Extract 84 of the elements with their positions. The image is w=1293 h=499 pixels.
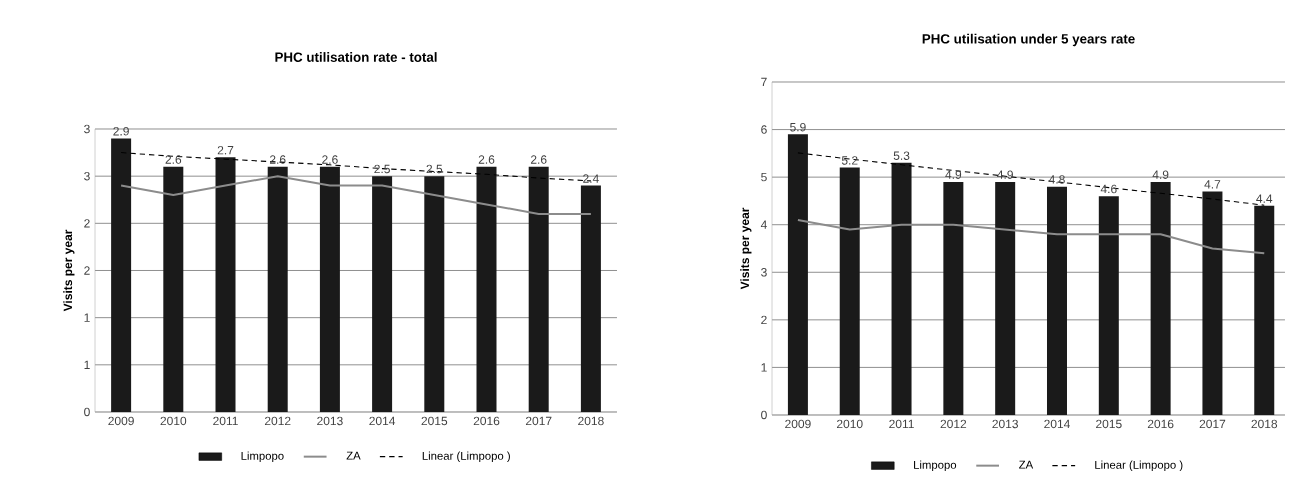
y-tick-label: 2 <box>84 219 90 228</box>
bar <box>1202 191 1223 415</box>
x-tick-label: 2009 <box>785 419 811 429</box>
x-tick-label: 2013 <box>317 416 343 426</box>
x-tick-label: 2013 <box>992 419 1018 429</box>
legend-label: Limpopo <box>914 460 957 472</box>
bar <box>943 181 964 415</box>
chart-title: PHC utilisation rate - total <box>275 52 437 62</box>
y-tick-label: 6 <box>761 125 767 134</box>
x-tick-label: 2016 <box>473 416 500 426</box>
data-label: 4.9 <box>1152 170 1169 179</box>
bar <box>476 166 497 412</box>
bar <box>891 162 912 415</box>
bar <box>995 181 1016 415</box>
y-tick-label: 0 <box>761 410 767 420</box>
data-label: 2.5 <box>374 164 390 174</box>
bar <box>111 138 132 412</box>
legend-label: Linear (Limpopo ) <box>422 451 510 463</box>
data-label: 2.6 <box>322 155 338 164</box>
x-tick-label: 2011 <box>213 416 238 426</box>
y-tick-label: 7 <box>761 77 767 87</box>
data-label: 2.6 <box>530 155 547 164</box>
data-label: 2.6 <box>478 155 495 164</box>
bar <box>163 166 184 412</box>
x-tick-label: 2014 <box>369 416 396 426</box>
bar <box>424 176 445 412</box>
x-tick-label: 2015 <box>1096 419 1122 429</box>
x-tick-label: 2018 <box>1251 419 1278 429</box>
bar <box>267 166 288 412</box>
x-tick-label: 2018 <box>578 416 604 426</box>
x-tick-label: 2012 <box>264 416 291 426</box>
y-tick-label: 4 <box>760 220 767 229</box>
bar <box>215 157 236 412</box>
x-tick-label: 2009 <box>108 416 134 426</box>
x-tick-label: 2017 <box>525 416 552 426</box>
y-tick-label: 3 <box>761 268 767 277</box>
y-tick-label: 0 <box>84 407 90 417</box>
y-tick-label: 1 <box>761 363 767 372</box>
chart-title: PHC utilisation under 5 years rate <box>922 33 1135 47</box>
y-tick-label: 2 <box>761 315 767 325</box>
y-tick-label: 1 <box>84 360 90 369</box>
data-label: 4.8 <box>1048 175 1065 184</box>
bar <box>319 166 340 412</box>
x-tick-label: 2016 <box>1147 419 1174 429</box>
y-tick-label: 3 <box>84 171 90 181</box>
data-label: 5.3 <box>893 151 910 160</box>
data-label: 4.4 <box>1256 194 1273 203</box>
y-axis-title: Visits per year <box>740 207 752 290</box>
legend-label: Limpopo <box>241 451 284 463</box>
x-tick-label: 2010 <box>160 416 187 426</box>
bar <box>580 185 601 412</box>
data-label: 2.7 <box>217 145 234 155</box>
bar <box>1150 181 1171 415</box>
bar <box>1046 186 1067 415</box>
bar <box>1098 196 1119 415</box>
x-tick-label: 2017 <box>1199 419 1226 429</box>
data-label: 4.9 <box>997 170 1013 179</box>
y-axis-title: Visits per year <box>63 229 75 312</box>
bar <box>839 167 860 415</box>
data-label: 2.9 <box>113 126 129 136</box>
legend-label: ZA <box>346 451 361 460</box>
data-label: 5.9 <box>790 122 806 132</box>
bar <box>1254 205 1275 415</box>
legend-label: Linear (Limpopo ) <box>1095 460 1183 472</box>
bar <box>372 176 393 412</box>
data-label: 2.6 <box>165 155 182 164</box>
y-tick-label: 3 <box>84 124 90 134</box>
data-label: 2.5 <box>426 164 443 174</box>
y-tick-label: 1 <box>84 313 90 322</box>
bar <box>787 134 808 415</box>
x-tick-label: 2010 <box>836 419 863 429</box>
bar <box>528 166 549 412</box>
x-tick-label: 2012 <box>940 419 967 429</box>
data-label: 4.7 <box>1204 180 1221 189</box>
legend-label: ZA <box>1019 460 1034 469</box>
data-label: 2.4 <box>583 174 599 183</box>
x-tick-label: 2014 <box>1044 419 1070 429</box>
data-label: 4.6 <box>1100 184 1117 194</box>
x-tick-label: 2015 <box>421 416 448 426</box>
data-label: 2.6 <box>269 155 286 164</box>
data-label: 4.9 <box>945 170 962 179</box>
x-tick-label: 2011 <box>889 419 914 429</box>
y-tick-label: 2 <box>84 266 90 275</box>
y-tick-label: 5 <box>761 172 767 182</box>
